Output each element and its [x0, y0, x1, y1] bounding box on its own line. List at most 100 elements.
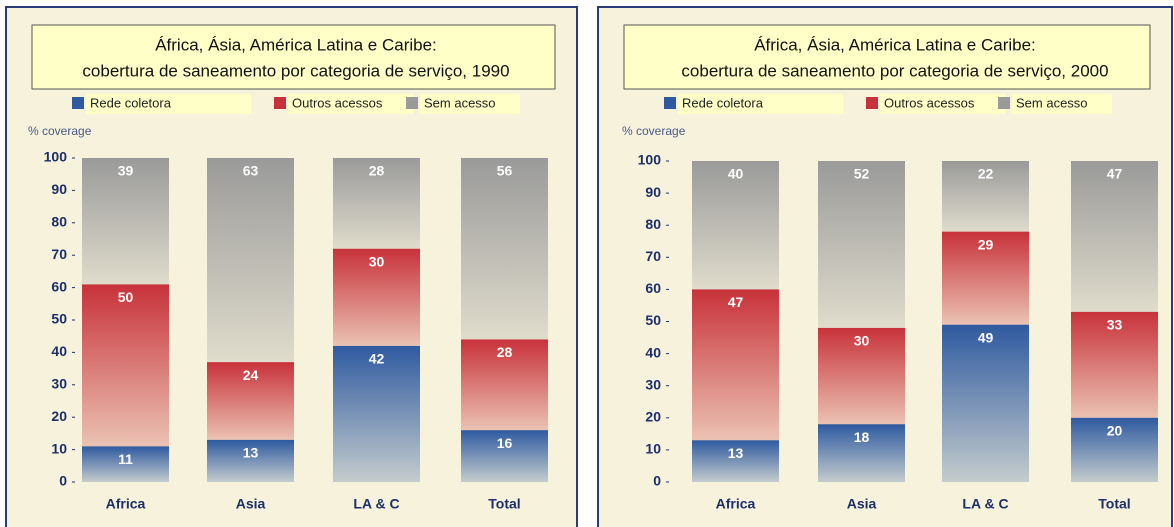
bar-segment	[461, 158, 548, 340]
bar-segment	[82, 158, 169, 285]
y-tick-label: 50	[645, 312, 661, 328]
bar-segment	[333, 158, 420, 249]
data-label: 49	[978, 329, 994, 345]
y-tick-label: 20	[645, 409, 661, 425]
data-label: 63	[243, 163, 259, 179]
data-label: 33	[1107, 317, 1123, 333]
title-box	[623, 24, 1151, 90]
chart-title: África, Ásia, América Latina e Caribe:	[754, 35, 1036, 54]
y-tick-label: 90	[645, 184, 661, 200]
bar-segment	[1071, 161, 1158, 312]
legend-swatch	[72, 97, 84, 109]
y-tick-label: 70	[51, 246, 67, 262]
bar-segment	[692, 289, 779, 441]
y-tick-label: 60	[51, 278, 67, 294]
bar-segment	[692, 161, 779, 290]
bar-segment	[818, 161, 905, 328]
bar-segment	[461, 339, 548, 431]
y-tick-label: 0	[653, 473, 661, 489]
legend-box	[288, 94, 413, 114]
legend-swatch	[866, 97, 878, 109]
y-tick-label: 30	[51, 376, 67, 392]
y-tick-label: 60	[645, 280, 661, 296]
x-tick-label: Total	[1098, 496, 1130, 512]
bar-segment	[1071, 417, 1158, 482]
y-tick-label: 80	[645, 216, 661, 232]
x-tick-label: Asia	[847, 496, 877, 512]
legend-box	[678, 94, 843, 114]
legend-label: Outros acessos	[884, 95, 975, 110]
legend-box	[1012, 94, 1112, 114]
chart-title: África, Ásia, América Latina e Caribe:	[155, 35, 437, 54]
legend-swatch	[664, 97, 676, 109]
legend-box	[880, 94, 1005, 114]
data-label: 47	[1107, 166, 1123, 182]
y-axis-label: % coverage	[622, 124, 686, 138]
data-label: 30	[369, 253, 385, 269]
y-tick-label: 80	[51, 214, 67, 230]
y-tick-label: 40	[51, 343, 67, 359]
y-tick-label: 40	[645, 344, 661, 360]
bar-segment	[207, 158, 294, 363]
y-tick-label: 90	[51, 181, 67, 197]
data-label: 20	[1107, 423, 1123, 439]
bar-segment	[818, 327, 905, 425]
bar-segment	[942, 231, 1029, 325]
y-tick-label: 70	[645, 248, 661, 264]
data-label: 29	[978, 236, 994, 252]
y-tick-label: 10	[51, 440, 67, 456]
chart-title: cobertura de saneamento por categoria de…	[82, 61, 509, 80]
bar-segment	[207, 439, 294, 482]
y-axis-label: % coverage	[28, 124, 92, 138]
x-tick-label: LA & C	[353, 496, 399, 512]
y-tick-label: 100	[44, 149, 68, 165]
bar-segment	[82, 446, 169, 482]
data-label: 22	[978, 166, 994, 182]
x-tick-label: Africa	[106, 496, 146, 512]
legend-label: Sem acesso	[424, 95, 496, 110]
y-tick-label: 50	[51, 311, 67, 327]
data-label: 40	[728, 166, 744, 182]
legend-label: Rede coletora	[682, 95, 764, 110]
data-label: 16	[497, 435, 513, 451]
data-label: 47	[728, 294, 744, 310]
y-tick-label: 10	[645, 441, 661, 457]
y-tick-label: 100	[638, 152, 662, 168]
bar-segment	[333, 248, 420, 346]
data-label: 18	[854, 429, 870, 445]
data-label: 30	[854, 333, 870, 349]
data-label: 28	[497, 344, 513, 360]
x-tick-label: LA & C	[962, 496, 1008, 512]
x-tick-label: Africa	[716, 496, 756, 512]
bar-segment	[461, 430, 548, 482]
legend-swatch	[274, 97, 286, 109]
bar-segment	[207, 362, 294, 440]
y-tick-label: 20	[51, 408, 67, 424]
data-label: 42	[369, 351, 385, 367]
data-label: 11	[118, 451, 133, 467]
data-label: 52	[854, 166, 870, 182]
data-label: 50	[118, 289, 134, 305]
bar-segment	[82, 284, 169, 447]
legend-label: Rede coletora	[90, 95, 172, 110]
bar-segment	[692, 440, 779, 482]
bar-segment	[942, 161, 1029, 232]
y-tick-label: 0	[59, 473, 67, 489]
data-label: 56	[497, 163, 513, 179]
chart-title: cobertura de saneamento por categoria de…	[681, 61, 1108, 80]
data-label: 24	[243, 367, 259, 383]
y-tick-label: 30	[645, 376, 661, 392]
data-label: 13	[728, 445, 744, 461]
x-tick-label: Asia	[236, 496, 266, 512]
bar-segment	[333, 345, 420, 482]
data-label: 28	[369, 163, 385, 179]
legend-box	[420, 94, 520, 114]
bar-segment	[1071, 311, 1158, 418]
data-label: 13	[243, 445, 259, 461]
legend-box	[86, 94, 251, 114]
bar-segment	[942, 324, 1029, 482]
data-label: 39	[118, 163, 134, 179]
bar-segment	[818, 424, 905, 482]
legend-label: Outros acessos	[292, 95, 383, 110]
legend-label: Sem acesso	[1016, 95, 1088, 110]
